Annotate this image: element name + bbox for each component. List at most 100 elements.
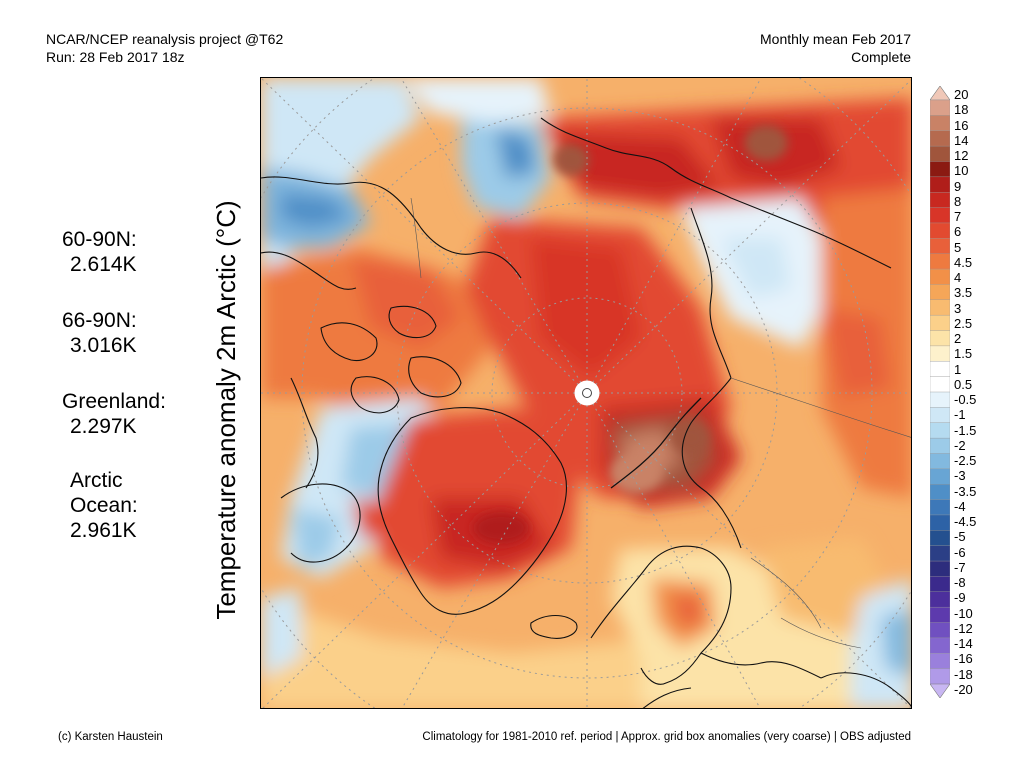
- stat-value: 2.961K: [70, 519, 137, 542]
- colorbar-segment: [929, 268, 951, 285]
- colorbar-tick-label: 10: [954, 163, 969, 179]
- colorbar-segment: [929, 161, 951, 178]
- stat-value: 2.297K: [70, 415, 137, 438]
- colorbar-tick-label: -7: [954, 559, 966, 575]
- coastlines: [261, 117, 911, 708]
- colorbar-segment: [929, 484, 951, 501]
- colorbar-segment: [929, 622, 951, 639]
- colorbar-segment: [929, 253, 951, 270]
- colorbar-segment: [929, 238, 951, 255]
- colorbar-tick-label: -14: [954, 636, 973, 652]
- colorbar-segment: [929, 606, 951, 624]
- stat-label: 60-90N:: [62, 228, 137, 251]
- colorbar-segment: [929, 314, 951, 332]
- colorbar-segment: [929, 499, 951, 516]
- colorbar-tick-label: -2.5: [954, 453, 977, 469]
- colorbar-segment: [929, 376, 951, 393]
- map-title-vertical: Temperature anomaly 2m Arctic (°C): [211, 200, 241, 620]
- colorbar-tick-label: 7: [954, 209, 962, 225]
- colorbar-tick-label: 2: [954, 331, 962, 347]
- colorbar-tick-label: 3.5: [954, 285, 973, 301]
- footnote: Climatology for 1981-2010 ref. period | …: [422, 731, 911, 743]
- colorbar-cap-bottom: [929, 683, 951, 699]
- graticule: [261, 78, 911, 708]
- colorbar-tick-label: 20: [954, 87, 969, 102]
- colorbar-tick-label: -0.5: [954, 392, 977, 408]
- stat-label: Arctic: [70, 469, 123, 492]
- colorbar-tick-label: -10: [954, 605, 973, 621]
- colorbar-segment: [929, 637, 951, 654]
- colorbar-segment: [929, 361, 951, 378]
- colorbar-tick-label: -6: [954, 544, 966, 560]
- colorbar-tick-label: 4: [954, 270, 962, 286]
- colorbar-tick-label: -5: [954, 529, 966, 545]
- header-period-info: Monthly mean Feb 2017 Complete: [760, 30, 911, 66]
- colorbar-segment: [929, 284, 951, 301]
- colorbar-tick-label: -3.5: [954, 483, 977, 499]
- colorbar-segment: [929, 192, 951, 209]
- colorbar: [929, 85, 951, 699]
- stat-greenland: Greenland: 2.297K: [62, 389, 166, 439]
- colorbar-segment: [929, 176, 951, 193]
- anomaly-map: [260, 77, 912, 709]
- colorbar-tick-label: -12: [954, 620, 973, 636]
- colorbar-tick-label: -1.5: [954, 422, 977, 438]
- completeness-status: Complete: [851, 49, 911, 65]
- anomaly-map-graphic: [261, 78, 911, 708]
- stat-66-90n: 66-90N: 3.016K: [62, 308, 137, 358]
- colorbar-tick-label: 18: [954, 102, 969, 118]
- colorbar-tick-label: 1: [954, 361, 962, 377]
- colorbar-tick-label: 9: [954, 178, 962, 194]
- colorbar-tick-label: -18: [954, 666, 973, 682]
- colorbar-tick-label: 12: [954, 148, 969, 164]
- colorbar-segment: [929, 299, 951, 316]
- colorbar-tick-label: 6: [954, 224, 962, 240]
- colorbar-tick-label: 5: [954, 239, 962, 255]
- colorbar-tick-label: 1.5: [954, 346, 973, 362]
- colorbar-cap-top: [929, 85, 951, 101]
- colorbar-graphic: [929, 85, 951, 699]
- colorbar-tick-label: 8: [954, 193, 962, 209]
- colorbar-segment: [929, 422, 951, 439]
- colorbar-tick-label: 0.5: [954, 376, 973, 392]
- colorbar-tick-label: -16: [954, 651, 973, 667]
- colorbar-segment: [929, 345, 951, 362]
- colorbar-segment: [929, 453, 951, 470]
- colorbar-segment: [929, 145, 951, 162]
- colorbar-segment: [929, 115, 951, 132]
- colorbar-segment: [929, 576, 951, 593]
- colorbar-segment: [929, 391, 951, 408]
- country-borders: [410, 197, 911, 649]
- colorbar-segment: [929, 437, 951, 454]
- colorbar-tick-label: 2.5: [954, 315, 973, 331]
- stat-arctic-ocean: Arctic Ocean: 2.961K: [70, 468, 138, 543]
- colorbar-segment: [929, 591, 951, 608]
- colorbar-tick-label: 16: [954, 117, 969, 133]
- stat-label: 66-90N:: [62, 309, 137, 332]
- colorbar-tick-label: -9: [954, 590, 966, 606]
- colorbar-tick-label: 4.5: [954, 254, 973, 270]
- colorbar-segment: [929, 514, 951, 531]
- header-model-info: NCAR/NCEP reanalysis project @T62 Run: 2…: [46, 30, 283, 66]
- period-title: Monthly mean Feb 2017: [760, 31, 911, 47]
- colorbar-segment: [929, 530, 951, 547]
- colorbar-tick-label: -3: [954, 468, 966, 484]
- colorbar-segment: [929, 207, 951, 224]
- colorbar-segment: [929, 330, 951, 347]
- stat-label: Greenland:: [62, 390, 166, 413]
- stat-60-90n: 60-90N: 2.614K: [62, 227, 137, 277]
- colorbar-segment: [929, 407, 951, 424]
- run-time: Run: 28 Feb 2017 18z: [46, 49, 185, 65]
- colorbar-tick-label: -4: [954, 498, 966, 514]
- colorbar-segment: [929, 99, 951, 116]
- north-pole-marker: [574, 380, 600, 406]
- colorbar-tick-label: -2: [954, 437, 966, 453]
- colorbar-segment: [929, 560, 951, 577]
- model-title: NCAR/NCEP reanalysis project @T62: [46, 31, 284, 47]
- stat-label: Ocean:: [70, 494, 138, 517]
- colorbar-tick-label: -20: [954, 682, 973, 697]
- colorbar-segment: [929, 468, 951, 485]
- anomaly-hotspots: [473, 125, 788, 544]
- colorbar-tick-label: -1: [954, 407, 966, 423]
- colorbar-segment: [929, 130, 951, 147]
